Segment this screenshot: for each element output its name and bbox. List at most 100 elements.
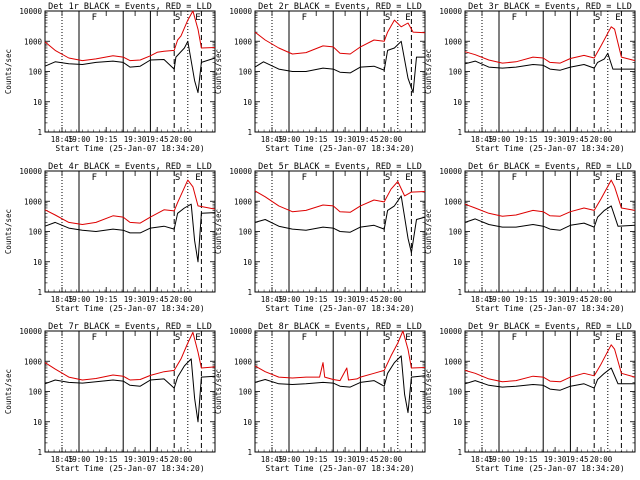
x-tick-label: 19:00 — [278, 295, 301, 304]
flag-annotation: F — [512, 173, 517, 183]
flag-annotation: S — [175, 333, 180, 343]
x-axis-label: Start Time (25-Jan-07 18:34:20) — [265, 144, 414, 153]
y-tick-label: 10000 — [439, 167, 462, 176]
flag-annotation: E — [615, 333, 620, 343]
y-tick-label: 1000 — [24, 197, 43, 206]
panel-det-7: Det 7r BLACK = Events, RED = LLD 1 10 100 10… — [4, 322, 216, 473]
x-tick-label: 19:45 — [356, 135, 379, 144]
x-axis-label: Start Time (25-Jan-07 18:34:20) — [475, 304, 624, 313]
panel-title: Det 4r BLACK = Events, RED = LLD — [48, 162, 212, 172]
flag-annotation: E — [615, 13, 620, 23]
x-tick-label: 19:30 — [544, 455, 567, 464]
plot-frame — [44, 330, 216, 453]
x-tick-label: 19:30 — [124, 135, 147, 144]
y-tick-label: 1 — [247, 448, 252, 457]
flag-annotation: F — [302, 13, 307, 23]
panel-title: Det 8r BLACK = Events, RED = LLD — [258, 322, 422, 332]
x-tick-label: 19:30 — [544, 295, 567, 304]
y-tick-label: 100 — [28, 228, 42, 237]
x-tick-label: 19:15 — [95, 455, 118, 464]
y-tick-label: 1 — [37, 288, 42, 297]
y-tick-label: 1 — [37, 128, 42, 137]
y-tick-label: 100 — [238, 388, 252, 397]
y-axis-label: Counts/sec — [424, 49, 433, 94]
y-tick-label: 1000 — [24, 357, 43, 366]
y-tick-label: 1000 — [234, 357, 253, 366]
series-lld-line — [44, 331, 216, 381]
panel-det-9: Det 9r BLACK = Events, RED = LLD 1 10 100 10… — [424, 322, 636, 473]
plot-frame — [254, 330, 426, 453]
y-tick-label: 100 — [28, 388, 42, 397]
y-tick-label: 10 — [243, 258, 253, 267]
panel-det-6: Det 6r BLACK = Events, RED = LLD 1 10 100 10… — [424, 162, 636, 313]
x-tick-label: 19:00 — [68, 455, 91, 464]
x-tick-label: 19:30 — [124, 295, 147, 304]
flag-annotation: F — [512, 13, 517, 23]
y-axis-label: Counts/sec — [4, 209, 13, 254]
flag-annotation: F — [512, 333, 517, 343]
flag-annotation: E — [195, 13, 200, 23]
flag-annotation: E — [195, 173, 200, 183]
x-tick-label: 18:45 — [261, 295, 284, 304]
y-tick-label: 1 — [457, 448, 462, 457]
y-tick-label: 1000 — [234, 37, 253, 46]
panel-title: Det 5r BLACK = Events, RED = LLD — [258, 162, 422, 172]
y-tick-label: 10000 — [229, 7, 252, 16]
x-tick-label: 19:15 — [515, 135, 538, 144]
flag-annotation: S — [595, 13, 600, 23]
x-axis-label: Start Time (25-Jan-07 18:34:20) — [55, 464, 204, 473]
y-tick-label: 10000 — [439, 7, 462, 16]
y-tick-label: 10 — [243, 418, 253, 427]
x-tick-label: 19:45 — [356, 455, 379, 464]
x-tick-label: 19:15 — [95, 295, 118, 304]
panel-title: Det 1r BLACK = Events, RED = LLD — [48, 2, 212, 12]
flag-annotation: E — [615, 173, 620, 183]
x-tick-label: 19:00 — [278, 135, 301, 144]
plot-frame — [464, 170, 636, 293]
x-tick-label: 19:45 — [146, 295, 169, 304]
y-tick-label: 1 — [247, 128, 252, 137]
y-tick-label: 10 — [453, 258, 463, 267]
x-axis-label: Start Time (25-Jan-07 18:34:20) — [475, 144, 624, 153]
x-tick-label: 20:00 — [590, 295, 613, 304]
plot-frame — [254, 10, 426, 133]
series-events-line — [254, 40, 425, 94]
x-tick-label: 19:30 — [334, 455, 357, 464]
flag-annotation: E — [405, 173, 410, 183]
y-tick-label: 10000 — [19, 327, 42, 336]
x-tick-label: 19:45 — [566, 295, 589, 304]
y-axis-label: Counts/sec — [214, 369, 223, 414]
y-tick-label: 100 — [238, 68, 252, 77]
y-tick-label: 10 — [33, 258, 43, 267]
y-axis-label: Counts/sec — [424, 369, 433, 414]
x-tick-label: 18:45 — [471, 295, 494, 304]
flag-annotation: S — [175, 173, 180, 183]
x-tick-label: 19:15 — [95, 135, 118, 144]
series-events-line — [254, 195, 426, 254]
y-tick-label: 100 — [28, 68, 42, 77]
flag-annotation: S — [175, 13, 180, 23]
x-tick-label: 18:45 — [471, 135, 494, 144]
y-tick-label: 1 — [247, 288, 252, 297]
panel-det-1: Det 1r BLACK = Events, RED = LLD 1 10 100 10… — [4, 2, 216, 153]
flag-annotation: E — [405, 13, 410, 23]
y-tick-label: 1000 — [234, 197, 253, 206]
y-tick-label: 1 — [457, 288, 462, 297]
series-lld-line — [254, 330, 426, 382]
y-tick-label: 10 — [453, 98, 463, 107]
flag-annotation: F — [92, 333, 97, 343]
series-events-line — [464, 52, 635, 71]
series-lld-line — [44, 179, 216, 225]
x-tick-label: 20:00 — [380, 135, 403, 144]
y-axis-label: Counts/sec — [4, 369, 13, 414]
flag-annotation: S — [385, 13, 390, 23]
x-axis-label: Start Time (25-Jan-07 18:34:20) — [55, 304, 204, 313]
flag-annotation: E — [195, 333, 200, 343]
x-tick-label: 19:30 — [124, 455, 147, 464]
y-axis-label: Counts/sec — [214, 49, 223, 94]
x-tick-label: 19:15 — [305, 455, 328, 464]
y-tick-label: 10 — [33, 98, 43, 107]
x-tick-label: 20:00 — [380, 295, 403, 304]
x-tick-label: 19:30 — [544, 135, 567, 144]
